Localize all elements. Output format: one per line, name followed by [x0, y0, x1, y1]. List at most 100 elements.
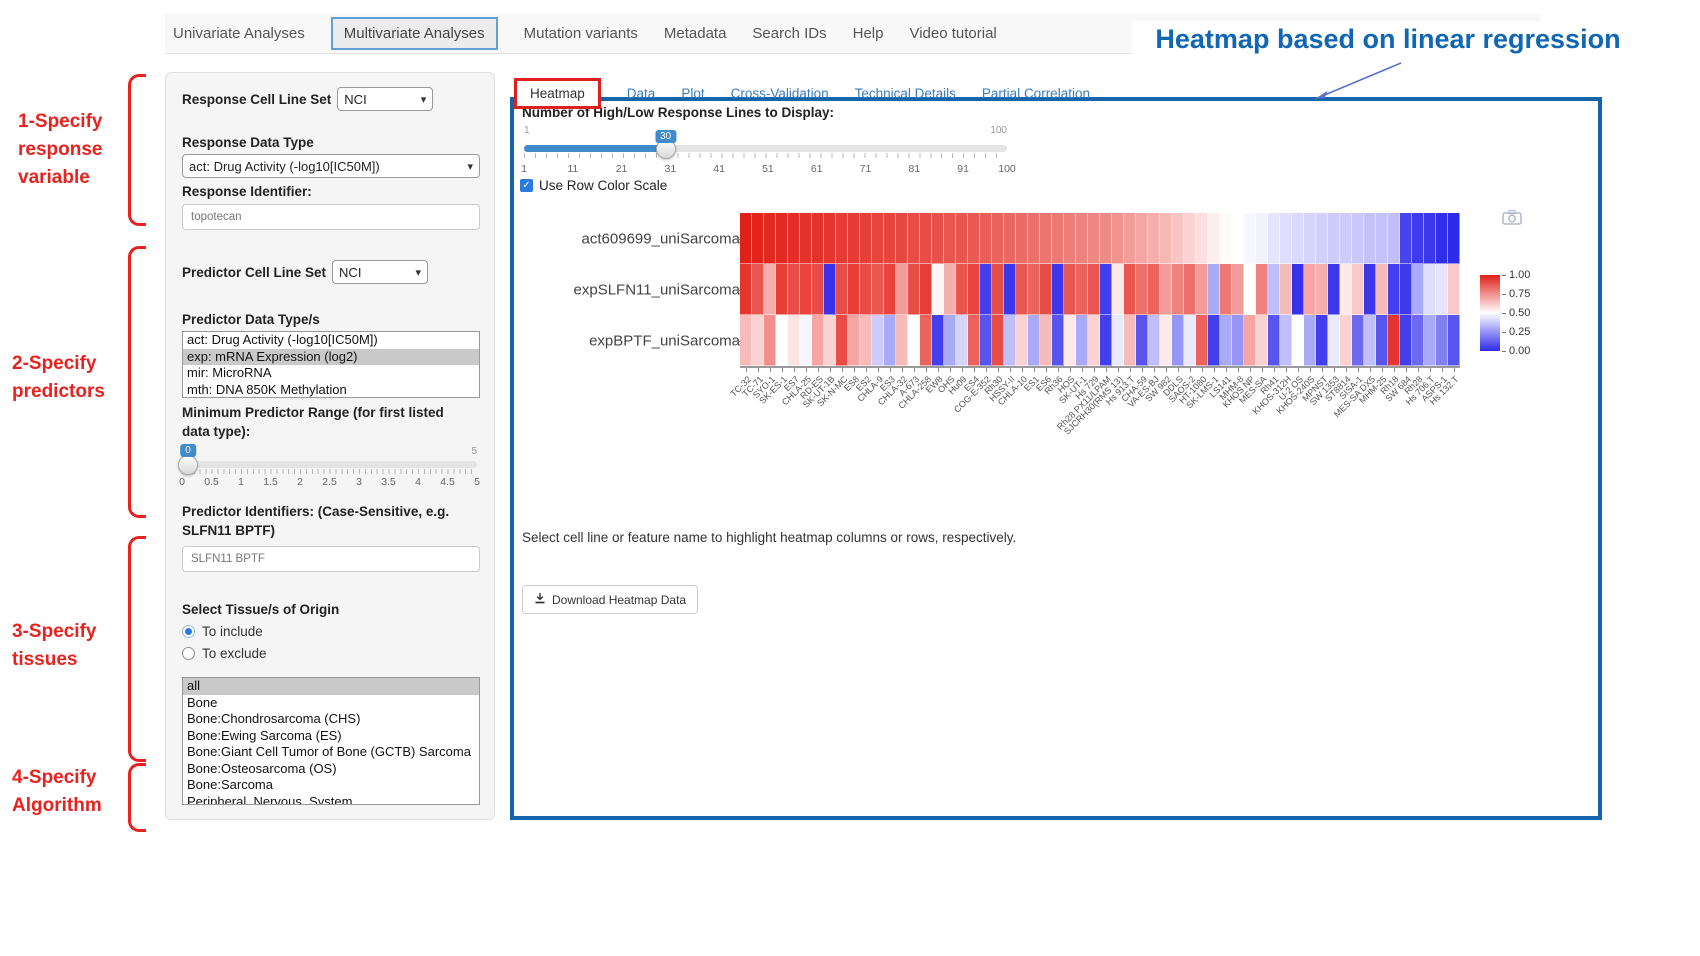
heatmap-cell[interactable] — [1076, 315, 1088, 366]
heatmap-cell[interactable] — [884, 264, 896, 315]
nav-item-video-tutorial[interactable]: Video tutorial — [909, 25, 997, 42]
heatmap-cell[interactable] — [752, 264, 764, 315]
heatmap-cell[interactable] — [1268, 213, 1280, 264]
heatmap-cell[interactable] — [1184, 213, 1196, 264]
heatmap-cell[interactable] — [1436, 315, 1448, 366]
heatmap-cell[interactable] — [1376, 264, 1388, 315]
heatmap-cell[interactable] — [1424, 315, 1436, 366]
nav-item-metadata[interactable]: Metadata — [663, 25, 727, 42]
heatmap-cell[interactable] — [1388, 264, 1400, 315]
listbox-option[interactable]: Bone:Ewing Sarcoma (ES) — [187, 727, 342, 743]
heatmap-cell[interactable] — [1340, 213, 1352, 264]
response-data-type-select[interactable]: act: Drug Activity (-log10[IC50M]) ▾ — [182, 154, 480, 178]
download-heatmap-data-button[interactable]: Download Heatmap Data — [522, 585, 699, 614]
nav-item-mutation-variants[interactable]: Mutation variants — [523, 25, 638, 42]
listbox-option[interactable]: Bone:Giant Cell Tumor of Bone (GCTB) Sar… — [187, 744, 471, 759]
heatmap-cell[interactable] — [1196, 213, 1208, 264]
heatmap-cell[interactable] — [1316, 213, 1328, 264]
heatmap-cell[interactable] — [1208, 315, 1220, 366]
heatmap-cell[interactable] — [1160, 315, 1172, 366]
heatmap-cell[interactable] — [752, 315, 764, 366]
heatmap-cell[interactable] — [1016, 264, 1028, 315]
heatmap-cell[interactable] — [824, 264, 836, 315]
heatmap-cell[interactable] — [944, 315, 956, 366]
heatmap-cell[interactable] — [812, 315, 824, 366]
heatmap-cell[interactable] — [848, 264, 860, 315]
heatmap-cell[interactable] — [932, 315, 944, 366]
heatmap-cell[interactable] — [1364, 315, 1376, 366]
heatmap-cell[interactable] — [1304, 315, 1316, 366]
heatmap-cell[interactable] — [824, 315, 836, 366]
heatmap-cell[interactable] — [1088, 213, 1100, 264]
heatmap-cell[interactable] — [1328, 264, 1340, 315]
heatmap-cell[interactable] — [980, 213, 992, 264]
heatmap-cell[interactable] — [1004, 213, 1016, 264]
heatmap-cell[interactable] — [1424, 264, 1436, 315]
heatmap-cell[interactable] — [800, 315, 812, 366]
radio-icon[interactable] — [182, 647, 195, 660]
heatmap-cell[interactable] — [848, 315, 860, 366]
heatmap-cell[interactable] — [1016, 213, 1028, 264]
heatmap-cell[interactable] — [1304, 264, 1316, 315]
heatmap-cell[interactable] — [980, 315, 992, 366]
heatmap-cell[interactable] — [824, 213, 836, 264]
heatmap-cell[interactable] — [884, 213, 896, 264]
heatmap-cell[interactable] — [1124, 264, 1136, 315]
heatmap-cell[interactable] — [920, 315, 932, 366]
heatmap-cell[interactable] — [968, 213, 980, 264]
heatmap-cell[interactable] — [1136, 315, 1148, 366]
heatmap-cell[interactable] — [764, 213, 776, 264]
heatmap-cell[interactable] — [1340, 264, 1352, 315]
heatmap-row-label[interactable]: expBPTF_uniSarcoma — [589, 332, 740, 349]
heatmap-cell[interactable] — [1076, 264, 1088, 315]
heatmap-cell[interactable] — [920, 264, 932, 315]
heatmap-cell[interactable] — [1316, 264, 1328, 315]
heatmap-cell[interactable] — [1412, 264, 1424, 315]
response-cell-line-set-select[interactable]: NCI ▾ — [337, 87, 434, 111]
heatmap-cell[interactable] — [740, 315, 752, 366]
radio-icon[interactable] — [182, 625, 195, 638]
heatmap-row-label[interactable]: act609699_uniSarcoma — [581, 230, 740, 247]
heatmap-cell[interactable] — [1184, 315, 1196, 366]
heatmap-cell[interactable] — [1244, 315, 1256, 366]
heatmap-cell[interactable] — [1196, 264, 1208, 315]
heatmap-cell[interactable] — [1364, 213, 1376, 264]
heatmap-cell[interactable] — [896, 213, 908, 264]
heatmap-cell[interactable] — [1064, 213, 1076, 264]
heatmap-cell[interactable] — [1244, 264, 1256, 315]
tissue-radio-to-include[interactable]: To include — [182, 624, 478, 639]
predictor-identifiers-input[interactable] — [182, 546, 480, 572]
heatmap-cell[interactable] — [1004, 315, 1016, 366]
heatmap-cell[interactable] — [1028, 264, 1040, 315]
listbox-option[interactable]: Bone:Chondrosarcoma (CHS) — [187, 711, 361, 726]
heatmap-cell[interactable] — [1292, 315, 1304, 366]
listbox-option[interactable]: mir: MicroRNA — [187, 365, 272, 380]
heatmap-cell[interactable] — [788, 213, 800, 264]
heatmap-cell[interactable] — [788, 315, 800, 366]
heatmap-cell[interactable] — [908, 264, 920, 315]
heatmap-cell[interactable] — [968, 264, 980, 315]
heatmap-cell[interactable] — [1112, 315, 1124, 366]
heatmap-cell[interactable] — [896, 315, 908, 366]
listbox-option[interactable]: mth: DNA 850K Methylation — [187, 381, 347, 397]
heatmap-cell[interactable] — [1160, 213, 1172, 264]
range-slider-handle[interactable] — [178, 455, 198, 475]
heatmap-cell[interactable] — [1208, 264, 1220, 315]
heatmap-cell[interactable] — [1352, 315, 1364, 366]
heatmap-cell[interactable] — [920, 213, 932, 264]
heatmap-cell[interactable] — [872, 315, 884, 366]
heatmap-cell[interactable] — [1280, 264, 1292, 315]
heatmap-cell[interactable] — [932, 213, 944, 264]
heatmap-cell[interactable] — [1100, 315, 1112, 366]
heatmap-cell[interactable] — [1232, 315, 1244, 366]
tab-partial-correlation[interactable]: Partial Correlation — [981, 86, 1090, 101]
heatmap-cell[interactable] — [1256, 315, 1268, 366]
heatmap-cell[interactable] — [1112, 213, 1124, 264]
heatmap-cell[interactable] — [1400, 213, 1412, 264]
heatmap-cell[interactable] — [1340, 315, 1352, 366]
heatmap-cell[interactable] — [1448, 315, 1460, 366]
heatmap-cell[interactable] — [1436, 264, 1448, 315]
heatmap-cell[interactable] — [1136, 213, 1148, 264]
heatmap-cell[interactable] — [980, 264, 992, 315]
heatmap-cell[interactable] — [956, 213, 968, 264]
